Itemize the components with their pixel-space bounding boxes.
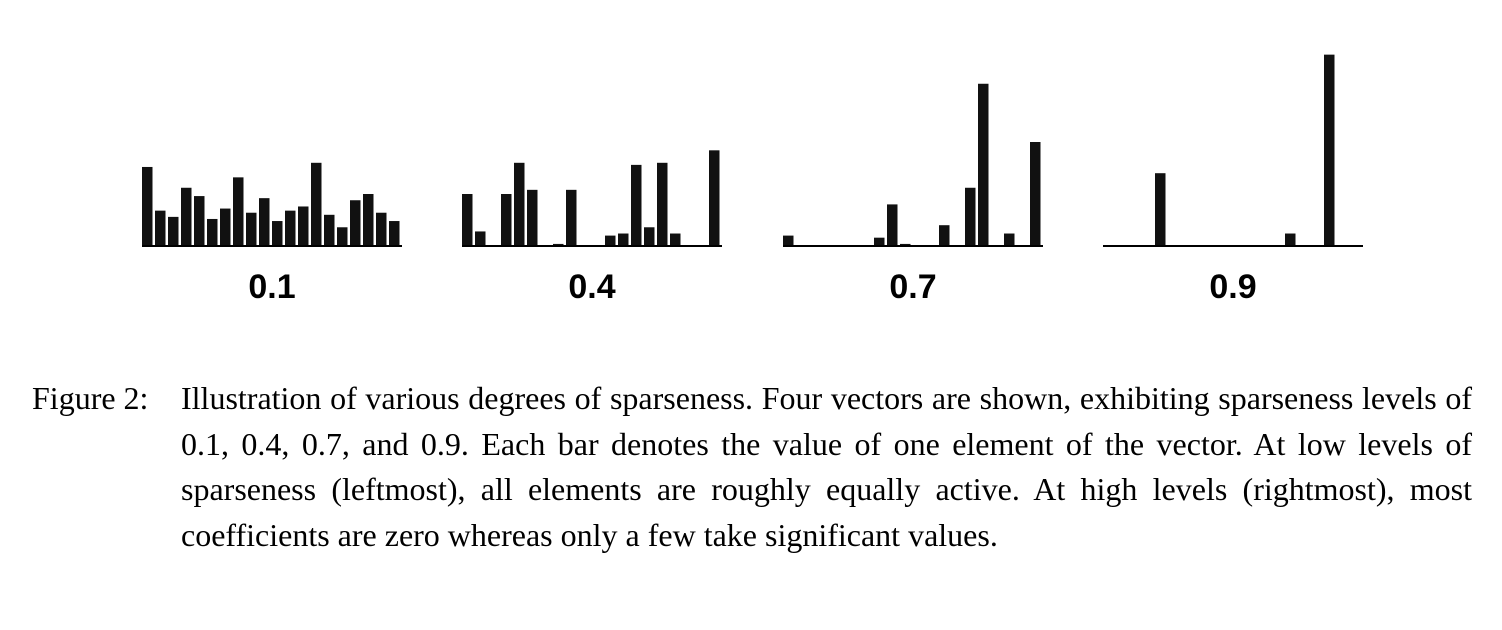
bar bbox=[298, 206, 309, 246]
bar bbox=[939, 225, 950, 246]
bar bbox=[657, 162, 668, 246]
bar bbox=[272, 221, 283, 246]
bar bbox=[324, 214, 335, 246]
bar bbox=[965, 187, 976, 246]
bar bbox=[246, 212, 257, 246]
bar bbox=[311, 162, 322, 246]
bar bbox=[168, 216, 179, 246]
bar bbox=[887, 204, 898, 246]
bar bbox=[553, 243, 564, 246]
bar bbox=[233, 177, 244, 246]
bar-chart-panel: 0.7 bbox=[783, 83, 1043, 306]
sparseness-label: 0.4 bbox=[568, 268, 615, 306]
sparseness-label: 0.1 bbox=[248, 268, 295, 306]
bar bbox=[514, 162, 525, 246]
bar bbox=[1285, 233, 1296, 246]
bar bbox=[631, 164, 642, 246]
bar bbox=[337, 227, 348, 246]
sparseness-label: 0.9 bbox=[1209, 268, 1256, 306]
bar bbox=[220, 208, 231, 246]
bar bbox=[259, 198, 270, 246]
bar bbox=[376, 212, 387, 246]
bar bbox=[207, 218, 218, 246]
sparseness-bar-charts: 0.1 0.4 0.7 0.9 bbox=[142, 54, 1363, 306]
bar bbox=[709, 150, 720, 246]
bar-chart-panel: 0.9 bbox=[1103, 54, 1363, 306]
bar bbox=[194, 196, 205, 246]
bar bbox=[462, 194, 473, 246]
bar bbox=[783, 235, 794, 246]
bar bbox=[501, 194, 512, 246]
sparseness-label: 0.7 bbox=[889, 268, 936, 306]
bar bbox=[142, 166, 153, 246]
bar bbox=[389, 221, 400, 246]
bar bbox=[155, 210, 166, 246]
bar bbox=[475, 231, 486, 246]
bar bbox=[1004, 233, 1015, 246]
bar bbox=[1030, 142, 1041, 246]
bar bbox=[605, 235, 616, 246]
bar bbox=[900, 243, 911, 246]
bar bbox=[285, 210, 296, 246]
bar bbox=[618, 233, 629, 246]
figure-label: Figure 2: bbox=[32, 380, 149, 416]
bar bbox=[566, 189, 577, 246]
bar bbox=[644, 227, 655, 246]
bar bbox=[670, 233, 681, 246]
figure-caption-text: Illustration of various degrees of spars… bbox=[181, 380, 1472, 553]
figure-caption: Figure 2: Illustration of various degree… bbox=[32, 376, 1472, 558]
bar bbox=[874, 237, 885, 246]
bar-chart-panel: 0.1 bbox=[142, 162, 402, 306]
bar bbox=[1155, 173, 1166, 246]
bar bbox=[181, 187, 192, 246]
bar bbox=[363, 194, 374, 246]
bar bbox=[350, 200, 361, 246]
bar bbox=[527, 189, 538, 246]
bar-chart-panel: 0.4 bbox=[462, 150, 722, 306]
bar bbox=[978, 83, 989, 246]
bar bbox=[1324, 54, 1335, 246]
